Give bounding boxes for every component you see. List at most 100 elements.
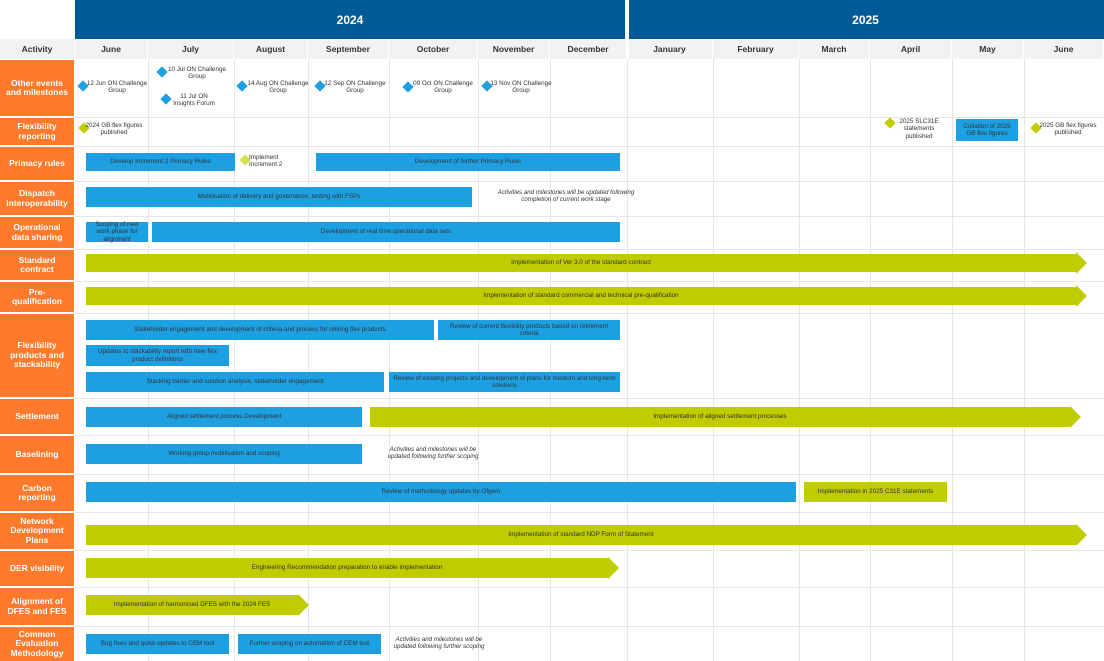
grid-line [75,435,1104,436]
bar-engineering-recommendation: Engineering Recommendation preparation t… [86,558,608,578]
year-header-2025: 2025 [627,0,1104,39]
grid-line [75,474,1104,475]
milestone-label-nov13: 13 Nov ON Challenge Group [490,80,552,95]
grid-line [75,626,1104,627]
grid-line [75,117,1104,118]
row-label-standard-contract: Standard contract [0,250,74,280]
row-label-flexibility-products: Flexibility products and stackability [0,314,74,397]
grid-line [713,59,714,661]
grid-line [627,59,628,661]
month-june-2025: June [1024,39,1104,59]
month-february-2025: February [713,39,799,59]
year-header-2024: 2024 [75,0,625,39]
milestone-label-oct09: 09 Oct ON Challenge Group [413,80,473,95]
grid-line [389,59,390,661]
row-label-flexibility-reporting: Flexibility reporting [0,118,74,145]
arrow-head [298,594,309,616]
bar-mobilisation-delivery: Mobilisation of delivery and governance,… [86,187,472,207]
milestone-label-jul10: 10 Jul ON Challenge Group [167,66,227,81]
milestone-label-slc31e: 2025 SLC31E statements published [899,118,939,140]
row-label-operational-data-sharing: Operational data sharing [0,217,74,248]
arrow-head [1076,285,1087,307]
grid-line [75,281,1104,282]
grid-line [627,0,629,661]
note-cem: Activities and milestones will be update… [393,636,485,651]
bar-working-group: Working group mobilisation and scoping [86,444,362,464]
bar-review-existing: Review of existing projects and developm… [389,372,620,392]
month-october-2024: October [389,39,478,59]
row-label-baselining: Baselining [0,436,74,473]
row-label-pre-qualification: Pre-qualification [0,282,74,312]
grid-line [75,550,1104,551]
milestone-label-sep12: 12 Sep ON Challenge Group [324,80,386,95]
milestone-label-aug14: 14 Aug ON Challenge Group [247,80,309,95]
grid-line [478,59,479,661]
header-corner [0,0,74,39]
month-june-2024: June [75,39,148,59]
bar-settlement-development: Aligned settlement process Development [86,407,362,427]
grid-line [75,398,1104,399]
bar-develop-increment-2: Develop Increment 2 Primacy Rules [86,153,235,171]
bar-collation-gb-flex: Collation of 2025 GB flex figures [956,119,1018,141]
bar-harmonised-dfes: Implementation of harmonised DFES with t… [86,595,298,615]
bar-stacking-barrier: Stacking barrier and solution analysis, … [86,372,384,392]
activity-column-header: Activity [0,39,74,59]
grid-line [75,587,1104,588]
bar-further-primacy-rules: Development of further Primacy Rules [316,153,620,171]
grid-line [308,59,309,661]
bar-implementation-c31e: Implementation in 2025 C31E statements [804,482,947,502]
grid-line [75,146,1104,147]
bar-review-flex-products: Review of current flexibility products b… [438,320,620,340]
row-label-der-visibility: DER visibility [0,551,74,586]
grid-line [1024,59,1025,661]
row-label-primacy-rules: Primacy rules [0,147,74,180]
grid-line [75,512,1104,513]
month-january-2025: January [627,39,713,59]
arrow-head [1076,252,1087,274]
grid-line [75,216,1104,217]
bar-cem-bug-fixes: Bug fixes and quick updates to CEM tool [86,634,229,654]
row-label-common-evaluation-methodology: Common Evaluation Methodology [0,627,74,661]
row-label-carbon-reporting: Carbon reporting [0,475,74,511]
grid-line [550,59,551,661]
month-september-2024: September [308,39,389,59]
arrow-head [1076,524,1087,546]
bar-stakeholder-engagement: Stakeholder engagement and development o… [86,320,434,340]
row-label-alignment-dfes-fes: Alignment of DFES and FES [0,588,74,625]
grid-line [75,249,1104,250]
bar-cem-further-scoping: Further scoping on automation of CEM too… [238,634,381,654]
month-march-2025: March [799,39,870,59]
bar-settlement-implementation: Implementation of aligned settlement pro… [370,407,1070,427]
grid-line [870,59,871,661]
note-dispatch: Activities and milestones will be update… [497,189,635,204]
bar-updates-stackability: Updates to stackability report with new … [86,345,229,366]
bar-scoping-new-work: Scoping of new work phase for alignment [86,221,148,243]
milestone-diamond [236,80,248,92]
month-august-2024: August [234,39,308,59]
month-july-2024: July [148,39,234,59]
bar-real-time-data: Development of real time operational dat… [152,222,620,242]
bar-pre-qualification: Implementation of standard commercial an… [86,287,1076,305]
milestone-label-jun12: 12 Jun ON Challenge Group [86,80,148,95]
month-april-2025: April [870,39,952,59]
note-baselining: Activities and milestones will be update… [387,446,479,461]
milestone-label-jul11: 11 Jul ON Insights Forum [173,93,215,108]
bar-ndp-form: Implementation of standard NDP Form of S… [86,525,1076,545]
row-label-network-development-plans: Network Development Plans [0,513,74,549]
grid-line [234,59,235,661]
bar-review-ofgem: Review of methodology updates by Ofgem [86,482,796,502]
grid-line [75,181,1104,182]
arrow-head [1070,406,1081,428]
row-label-dispatch-interoperability: Dispatch interoperability [0,182,74,215]
month-may-2025: May [952,39,1024,59]
arrow-head [608,557,619,579]
row-label-other-events: Other events and milestones [0,60,74,116]
row-label-settlement: Settlement [0,399,74,434]
grid-line [952,59,953,661]
grid-line [799,59,800,661]
milestone-label-implement-increment-2: Implement Increment 2 [249,154,283,169]
milestone-label-gb2024: 2024 GB flex figures published [85,122,143,137]
grid-line [75,313,1104,314]
milestone-label-gb2025: 2025 GB flex figures published [1039,122,1097,137]
